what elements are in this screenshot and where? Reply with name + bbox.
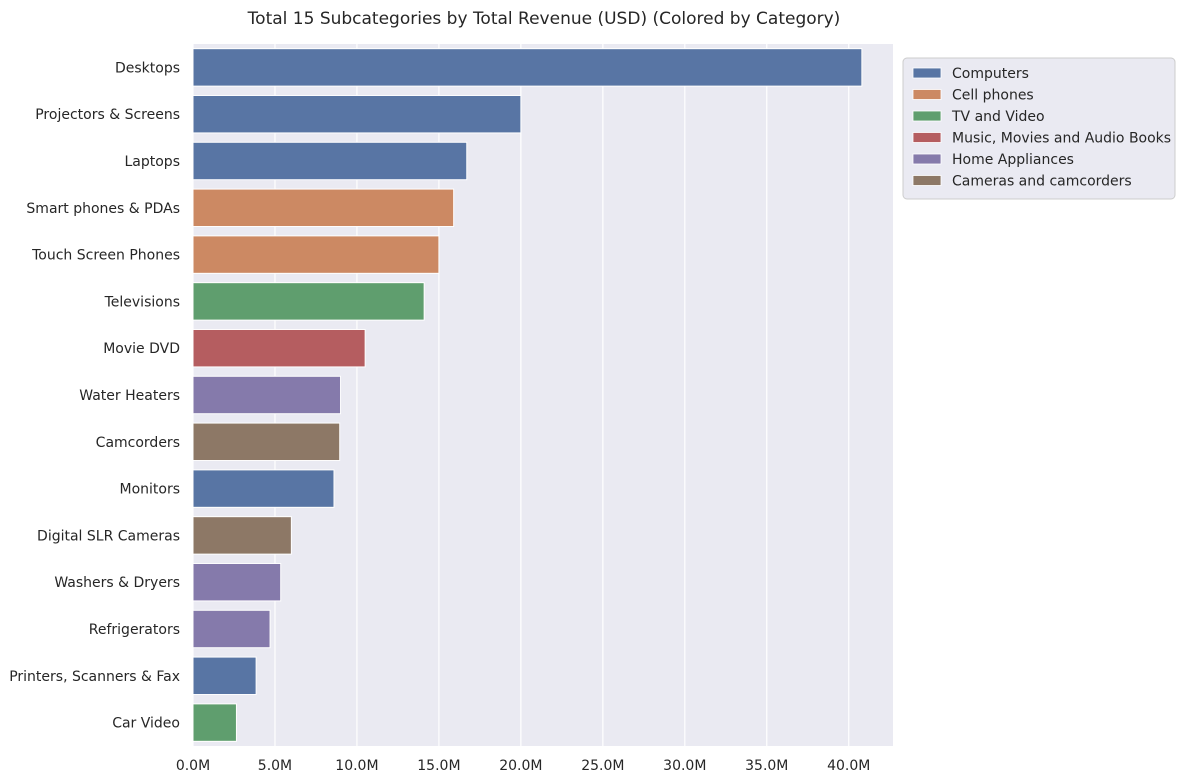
x-tick-label: 5.0M (258, 758, 292, 774)
x-tick-label: 25.0M (581, 758, 624, 774)
x-tick-label: 35.0M (745, 758, 788, 774)
bar (192, 516, 292, 555)
legend-swatch (912, 110, 942, 122)
y-tick-label: Digital SLR Cameras (37, 528, 180, 544)
legend: Computers Cell phones TV and Video Music, M… (902, 57, 1176, 200)
x-tick-label: 30.0M (663, 758, 706, 774)
x-tick-label: 40.0M (827, 758, 870, 774)
y-tick-label: Water Heaters (79, 388, 180, 404)
y-tick-label: Televisions (104, 294, 180, 310)
bar (192, 422, 341, 462)
y-tick-label: Washers & Dryers (54, 575, 180, 591)
bar (192, 562, 282, 602)
bar (192, 235, 440, 274)
bar (192, 656, 257, 696)
legend-entry-label: Music, Movies and Audio Books (952, 131, 1171, 147)
gridlines (192, 44, 850, 746)
y-tick-label: Refrigerators (89, 622, 180, 638)
x-tick-label: 20.0M (499, 758, 542, 774)
legend-swatch (912, 132, 942, 143)
bar (192, 703, 237, 742)
x-tick-label: 0.0M (176, 758, 210, 774)
y-tick-label: Touch Screen Phones (31, 248, 180, 264)
bar (192, 609, 271, 649)
x-axis-tick-labels: 0.0M 5.0M 10.0M 15.0M 20.0M 25.0M 30.0M 35.0M 40… (176, 758, 871, 774)
y-tick-label: Desktops (115, 60, 180, 76)
y-tick-label: Laptops (124, 154, 180, 170)
legend-swatch (912, 175, 942, 186)
legend-entry-label: Cameras and camcorders (952, 174, 1132, 190)
legend-swatch (912, 67, 942, 79)
legend-swatch (912, 89, 942, 100)
bar (192, 48, 863, 87)
bar (192, 188, 455, 228)
y-tick-label: Movie DVD (103, 341, 180, 357)
legend-swatch (912, 153, 942, 165)
bar (192, 469, 335, 508)
legend-entry-label: Home Appliances (952, 152, 1074, 168)
x-tick-label: 10.0M (335, 758, 378, 774)
y-tick-label: Car Video (112, 716, 180, 732)
chart-title: Total 15 Subcategories by Total Revenue … (247, 9, 841, 29)
bar (192, 375, 342, 415)
y-tick-label: Monitors (119, 482, 180, 498)
bar (192, 141, 468, 181)
bar (192, 94, 522, 134)
legend-box (902, 57, 1176, 200)
legend-entry-label: Computers (952, 66, 1029, 82)
bar (192, 328, 366, 368)
y-tick-label: Smart phones & PDAs (26, 201, 180, 217)
legend-entry-label: Cell phones (952, 88, 1034, 104)
y-tick-label: Projectors & Screens (35, 107, 180, 123)
y-axis-tick-labels: Desktops Projectors & Screens Laptops Smart… (9, 60, 180, 731)
bars (192, 48, 863, 742)
y-tick-label: Printers, Scanners & Fax (9, 669, 180, 685)
bar (192, 282, 425, 321)
x-tick-label: 15.0M (417, 758, 460, 774)
y-tick-label: Camcorders (96, 435, 180, 451)
legend-entry-label: TV and Video (951, 109, 1045, 125)
